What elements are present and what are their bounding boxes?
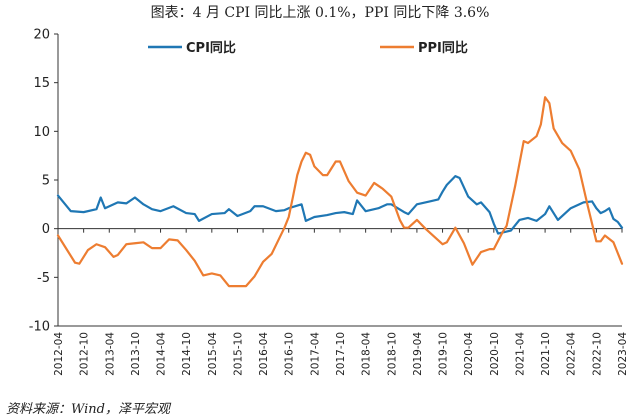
legend-label: PPI同比: [418, 40, 468, 56]
source-note: 资料来源：Wind，泽平宏观: [6, 402, 170, 417]
page-title: 图表：4 月 CPI 同比上涨 0.1%，PPI 同比下降 3.6%: [150, 5, 490, 21]
x-tick-label: 2015-10: [232, 332, 244, 376]
y-tick-label: -5: [37, 271, 50, 286]
x-tick-label: 2016-10: [284, 332, 296, 376]
y-tick-label: 0: [42, 222, 50, 237]
y-tick-label: 5: [42, 174, 50, 189]
x-tick-label: 2013-10: [130, 332, 142, 376]
x-tick-label: 2018-10: [386, 332, 398, 376]
axes-layer: -10 -5 0 5 10 15 20 2012-04 2012-10 2013-04 2013-1…: [29, 28, 629, 376]
y-tick-label: 10: [33, 125, 50, 140]
x-tick-label: 2023-04: [617, 332, 629, 376]
x-tick-label: 2017-10: [335, 332, 347, 376]
series-line-cpi: [56, 175, 624, 235]
x-tick-label: 2021-10: [540, 332, 552, 376]
x-tick-label: 2022-04: [566, 332, 578, 376]
x-tick-label: 2020-04: [463, 332, 475, 376]
x-tick-label: 2018-04: [361, 332, 373, 376]
x-tick-label: 2022-10: [591, 332, 603, 376]
x-tick-label: 2014-10: [181, 332, 193, 376]
x-tick-label: 2017-04: [309, 332, 321, 376]
y-tick-label: -10: [29, 320, 50, 335]
x-tick-label: 2012-04: [53, 332, 65, 376]
series-layer: [56, 96, 624, 288]
x-tick-label: 2020-10: [489, 332, 501, 376]
x-tick-label: 2012-10: [79, 332, 91, 376]
x-tick-label: 2019-10: [438, 332, 450, 376]
x-tick-label: 2013-04: [104, 332, 116, 376]
x-tick-label: 2014-04: [156, 332, 168, 376]
chart-legend: CPI同比 PPI同比: [148, 40, 468, 56]
x-tick-label: 2021-04: [514, 332, 526, 376]
y-tick-label: 15: [33, 76, 50, 91]
x-tick-label: 2016-04: [258, 332, 270, 376]
x-tick-label: 2015-04: [207, 332, 219, 376]
legend-label: CPI同比: [186, 40, 236, 56]
y-tick-label: 20: [33, 28, 50, 43]
x-tick-label: 2019-04: [412, 332, 424, 376]
series-line-ppi: [56, 96, 624, 288]
